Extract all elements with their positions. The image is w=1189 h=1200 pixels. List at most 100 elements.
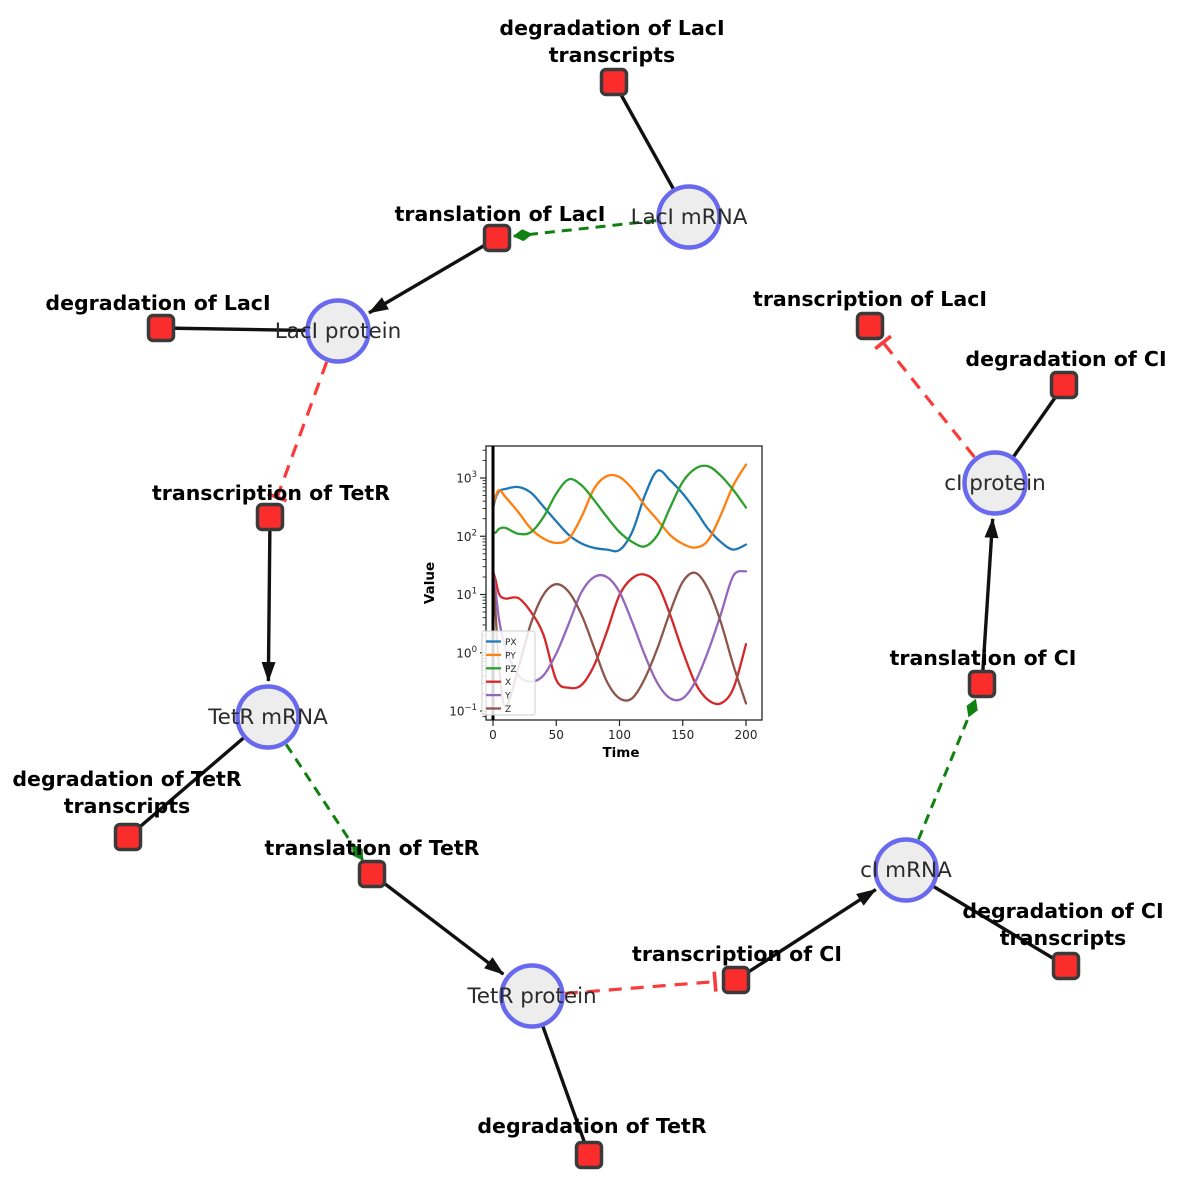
reaction-label-line: degradation of CI: [962, 899, 1163, 923]
chart-x-tick-label: 100: [608, 728, 631, 742]
reaction-label-transl-laci: translation of LacI: [395, 202, 606, 226]
reaction-label-line: degradation of TetR: [477, 1114, 706, 1138]
chart-legend: PX PY PZ XYZ: [481, 630, 536, 716]
species-node-laci-mrna: [656, 184, 722, 250]
species-node-ci-protein: [962, 450, 1028, 516]
y-tick-exponent: 3: [472, 470, 477, 480]
reaction-label-deg-laci-tx: degradation of LacI transcripts: [499, 16, 724, 67]
chart-x-axis-label: Time: [602, 745, 639, 761]
reaction-label-line: translation of TetR: [265, 836, 480, 860]
legend-entry-label-PY: PY: [505, 651, 516, 661]
reaction-node-transl-laci: [482, 223, 512, 253]
edge-production-tx-ci-ci-mrna: [735, 888, 877, 982]
chart-series-PX: [491, 469, 748, 553]
edge-production-tx-tetr-tetr-mrna: [261, 516, 276, 683]
chart-series-PY: [491, 463, 748, 549]
y-tick-exponent: 2: [472, 528, 477, 538]
species-label-laci-protein: LacI protein: [275, 319, 402, 344]
reaction-label-line: translation of CI: [890, 646, 1077, 670]
y-tick-exponent: 0: [472, 645, 477, 655]
edges-layer: [126, 81, 1067, 1156]
y-tick-base: 10: [456, 530, 471, 544]
chart-y-tick-label: 101: [456, 587, 477, 603]
species-node-tetr-mrna: [235, 684, 301, 750]
legend-entry-label-X: X: [505, 678, 511, 688]
edge-production-transl-tetr-tetr-protein: [370, 872, 505, 976]
reaction-label-line: degradation of LacI: [45, 291, 270, 315]
edge-production-transl-laci-laci-protein: [368, 236, 498, 315]
reaction-label-line: transcripts: [64, 794, 191, 818]
y-tick-base: 10: [456, 646, 471, 660]
chart-series-PZ: [491, 464, 748, 548]
chart-y-axis-label: Value: [422, 562, 438, 604]
reaction-label-deg-ci-tx: degradation of CI transcripts: [962, 899, 1163, 950]
reaction-label-tx-tetr: transcription of TetR: [152, 481, 390, 505]
chart-x-tick-label: 50: [549, 728, 564, 742]
reaction-label-line: degradation of CI: [965, 347, 1166, 371]
chart-x-tick-label: 0: [489, 728, 497, 742]
y-tick-exponent: −1: [464, 703, 477, 713]
reaction-label-deg-tetr: degradation of TetR: [477, 1114, 706, 1138]
reaction-label-line: transcription of TetR: [152, 481, 390, 505]
reaction-label-line: translation of LacI: [395, 202, 606, 226]
edge-modifier-tetr-mrna-transl-tetr: [284, 743, 364, 861]
reaction-node-deg-ci: [1049, 370, 1079, 400]
edge-production-transl-ci-ci-protein: [980, 517, 999, 685]
y-tick-exponent: 1: [472, 587, 477, 597]
species-label-tetr-mrna: TetR mRNA: [207, 705, 328, 730]
reaction-label-transl-tetr: translation of TetR: [265, 836, 480, 860]
reaction-label-line: transcripts: [549, 43, 676, 67]
reaction-label-deg-ci: degradation of CI: [965, 347, 1166, 371]
species-label-tetr-protein: TetR protein: [466, 984, 596, 1009]
reaction-label-line: degradation of TetR: [12, 767, 241, 791]
y-tick-base: 10: [449, 705, 464, 719]
species-node-ci-mrna: [873, 837, 939, 903]
edge-modifier-laci-mrna-transl-laci: [512, 219, 657, 242]
chart-y-tick-label: 100: [456, 645, 477, 661]
reaction-label-deg-laci: degradation of LacI: [45, 291, 270, 315]
reaction-node-tx-ci: [721, 965, 751, 995]
edge-inhibition-tetr-protein-tx-ci: [564, 971, 718, 996]
y-tick-base: 10: [456, 588, 471, 602]
species-label-laci-mrna: LacI mRNA: [631, 205, 748, 230]
legend-entry-label-Y: Y: [504, 692, 511, 702]
reaction-node-deg-laci: [146, 313, 176, 343]
labels-layer: degradation of LacI transcripts translatio…: [12, 16, 1166, 1138]
nodes-layer: [113, 67, 1081, 1170]
reaction-label-deg-tetr-tx: degradation of TetR transcripts: [12, 767, 241, 818]
reaction-node-transl-tetr: [357, 859, 387, 889]
reaction-label-line: degradation of LacI: [499, 16, 724, 40]
reaction-node-deg-tetr: [574, 1140, 604, 1170]
chart-y-tick-label: 103: [456, 470, 477, 486]
reaction-node-deg-ci-tx: [1051, 951, 1081, 981]
edge-inhibition-ci-protein-tx-laci: [874, 334, 976, 459]
chart-y-tick-label: 10−1: [449, 703, 477, 719]
edge-inhibition-laci-protein-tx-tetr: [267, 361, 329, 503]
reaction-node-deg-tetr-tx: [113, 822, 143, 852]
legend-entry-label-PZ: PZ: [505, 665, 517, 675]
reaction-label-line: transcription of LacI: [753, 287, 987, 311]
chart-y-tick-label: 102: [456, 528, 477, 544]
chart-x-tick-label: 150: [671, 728, 694, 742]
inset-chart: 0 50 100 150 20010−1100101102103TimeValuePXP…: [422, 445, 763, 761]
chart-x-tick-label: 200: [735, 728, 758, 742]
reaction-node-tx-tetr: [255, 502, 285, 532]
reaction-label-tx-ci: transcription of CI: [632, 942, 842, 966]
reaction-node-deg-laci-tx: [599, 67, 629, 97]
species-node-tetr-protein: [499, 963, 565, 1029]
reaction-node-tx-laci: [855, 311, 885, 341]
legend-entry-label-Z: Z: [505, 705, 511, 715]
chart-series-X: [491, 570, 748, 706]
y-tick-base: 10: [456, 472, 471, 486]
species-label-ci-mrna: cI mRNA: [860, 858, 952, 883]
reaction-node-transl-ci: [967, 669, 997, 699]
reaction-label-line: transcription of CI: [632, 942, 842, 966]
reaction-label-tx-laci: transcription of LacI: [753, 287, 987, 311]
legend-entry-label-PX: PX: [505, 638, 517, 648]
reaction-label-line: transcripts: [1000, 926, 1127, 950]
edge-modifier-ci-mrna-transl-ci: [917, 698, 978, 841]
reaction-label-transl-ci: translation of CI: [890, 646, 1077, 670]
species-node-laci-protein: [305, 298, 371, 364]
